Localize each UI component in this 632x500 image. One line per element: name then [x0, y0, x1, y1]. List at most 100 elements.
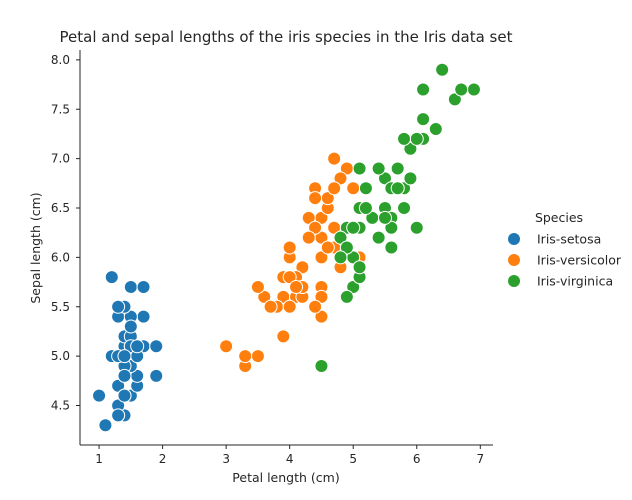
data-point	[384, 220, 399, 235]
data-point	[346, 280, 361, 294]
data-point	[149, 368, 164, 383]
data-point	[333, 250, 348, 265]
x-tick-label: 7	[476, 452, 484, 466]
data-point	[397, 131, 412, 146]
data-point	[104, 270, 119, 285]
data-point	[117, 368, 132, 383]
data-point	[403, 171, 418, 186]
plot-area	[92, 62, 481, 433]
x-tick-label: 3	[222, 452, 230, 466]
data-point	[98, 418, 113, 433]
data-point	[257, 289, 272, 304]
data-point	[117, 349, 132, 364]
data-point	[314, 250, 329, 265]
chart-title: Petal and sepal lengths of the iris spec…	[60, 28, 513, 46]
x-axis-label: Petal length (cm)	[232, 470, 339, 485]
data-point	[371, 161, 386, 176]
data-point	[416, 82, 431, 97]
x-tick-label: 4	[286, 452, 294, 466]
legend-marker	[507, 253, 521, 267]
data-point	[111, 299, 126, 314]
data-point	[352, 260, 367, 275]
data-point	[123, 280, 138, 294]
y-tick-label: 5.0	[51, 349, 70, 363]
data-point	[130, 339, 145, 354]
x-tick-label: 5	[349, 452, 357, 466]
legend-label: Iris-virginica	[537, 274, 613, 289]
data-point	[282, 299, 297, 314]
data-point	[301, 230, 316, 245]
x-axis-ticks: 1 2 3 4 5 6 7	[95, 445, 484, 466]
legend: Species Iris-setosa Iris-versicolor Iris-v…	[507, 210, 622, 289]
x-tick-label: 6	[413, 452, 421, 466]
data-point	[308, 220, 323, 235]
y-tick-label: 6.0	[51, 250, 70, 264]
data-point	[435, 62, 450, 77]
data-point	[219, 339, 234, 354]
data-point	[339, 289, 354, 304]
data-point	[123, 319, 138, 334]
data-point	[276, 329, 291, 344]
y-tick-label: 6.5	[51, 201, 70, 215]
data-point	[333, 171, 348, 186]
data-point	[454, 82, 469, 97]
data-point	[409, 131, 424, 146]
data-point	[111, 378, 126, 393]
y-tick-label: 4.5	[51, 399, 70, 413]
data-point	[111, 408, 126, 423]
data-point	[289, 280, 304, 294]
data-point	[358, 201, 373, 215]
data-point	[358, 181, 373, 196]
data-point	[308, 299, 323, 314]
data-point	[250, 280, 265, 294]
legend-marker	[507, 232, 521, 246]
data-point	[263, 299, 278, 314]
data-point	[333, 230, 348, 245]
legend-title: Species	[535, 210, 583, 225]
data-point	[416, 112, 431, 127]
data-point	[352, 161, 367, 176]
data-point	[314, 359, 329, 373]
data-point	[149, 339, 164, 354]
data-point	[390, 181, 405, 196]
data-point	[390, 161, 405, 176]
data-point	[295, 260, 310, 275]
y-axis-ticks: 4.5 5.0 5.5 6.0 6.5 7.0 7.5 8.0	[51, 53, 80, 413]
data-point	[447, 92, 462, 107]
data-point	[377, 171, 392, 186]
data-point	[428, 122, 443, 136]
data-point	[282, 270, 297, 285]
y-tick-label: 5.5	[51, 300, 70, 314]
data-point	[320, 240, 335, 255]
data-point	[339, 240, 354, 255]
y-axis-label: Sepal length (cm)	[28, 192, 43, 303]
data-point	[466, 82, 481, 97]
data-point	[377, 210, 392, 225]
legend-marker	[507, 274, 521, 288]
data-point	[117, 388, 132, 403]
data-point	[314, 289, 329, 304]
data-point	[136, 309, 151, 324]
y-tick-label: 7.5	[51, 102, 70, 116]
x-tick-label: 2	[159, 452, 167, 466]
data-point	[409, 220, 424, 235]
data-point	[346, 220, 361, 235]
data-point	[371, 230, 386, 245]
data-point	[136, 280, 151, 294]
data-point	[238, 349, 253, 364]
data-point	[308, 191, 323, 206]
data-point	[282, 240, 297, 255]
data-point	[250, 349, 265, 364]
y-tick-label: 7.0	[51, 152, 70, 166]
data-point	[346, 181, 361, 196]
data-point	[327, 151, 342, 166]
data-point	[327, 181, 342, 196]
data-point	[397, 201, 412, 215]
y-tick-label: 8.0	[51, 53, 70, 67]
data-point	[403, 141, 418, 156]
x-tick-label: 1	[95, 452, 103, 466]
legend-label: Iris-setosa	[537, 232, 601, 247]
data-point	[384, 240, 399, 255]
legend-label: Iris-versicolor	[537, 253, 622, 268]
